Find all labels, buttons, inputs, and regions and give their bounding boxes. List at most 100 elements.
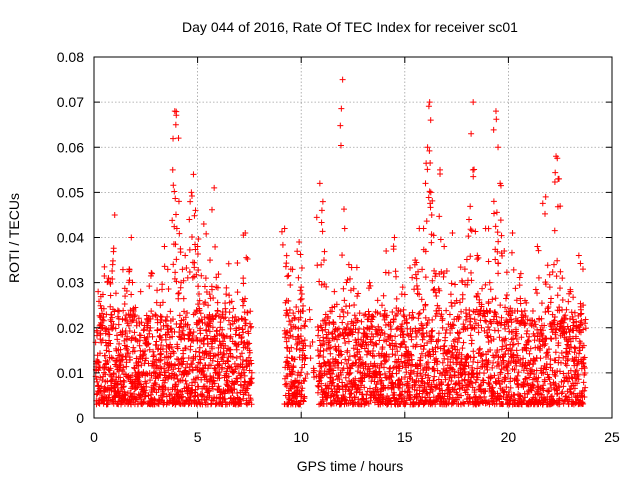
roti-point: [403, 369, 410, 376]
roti-point: [298, 338, 305, 345]
roti-point: [325, 339, 332, 346]
roti-point: [186, 246, 193, 253]
roti-point: [424, 320, 431, 327]
roti-point: [192, 348, 199, 355]
roti-point: [426, 99, 433, 106]
roti-point: [323, 320, 330, 327]
roti-point: [388, 374, 395, 381]
roti-point: [106, 331, 113, 338]
roti-point: [581, 387, 588, 394]
roti-point: [196, 353, 203, 360]
roti-point: [105, 275, 112, 282]
roti-point: [382, 269, 389, 276]
roti-point: [546, 388, 553, 395]
roti-point: [456, 299, 463, 306]
roti-point: [225, 358, 232, 365]
roti-point: [471, 324, 478, 331]
roti-point: [290, 310, 297, 317]
roti-point: [297, 287, 304, 294]
roti-point: [100, 389, 107, 395]
roti-point: [138, 362, 145, 369]
roti-point: [487, 347, 494, 354]
roti-point: [580, 379, 587, 386]
roti-point: [229, 314, 236, 321]
roti-point: [324, 315, 331, 322]
roti-point: [226, 309, 233, 316]
roti-point: [573, 367, 580, 374]
roti-point: [580, 342, 587, 349]
roti-point: [230, 369, 237, 376]
roti-point: [478, 352, 485, 359]
roti-point: [439, 315, 446, 322]
roti-point: [158, 351, 165, 358]
roti-point: [568, 374, 575, 381]
roti-point: [417, 362, 424, 369]
roti-point: [197, 325, 204, 332]
roti-point: [452, 281, 459, 288]
roti-point: [542, 193, 549, 200]
roti-point: [127, 389, 134, 396]
roti-point: [155, 375, 162, 382]
roti-point: [551, 314, 558, 321]
roti-point: [225, 317, 232, 324]
roti-point: [196, 317, 203, 324]
roti-point: [552, 169, 559, 176]
roti-point: [120, 364, 127, 371]
roti-point: [105, 326, 112, 333]
roti-point: [405, 348, 412, 355]
roti-point: [160, 390, 167, 397]
y-tick-label: 0.01: [57, 365, 84, 381]
roti-point: [302, 355, 309, 362]
roti-point: [329, 331, 336, 338]
roti-point: [321, 248, 328, 255]
roti-point: [284, 373, 291, 380]
roti-point: [389, 351, 396, 358]
roti-point: [246, 340, 253, 347]
roti-point: [416, 310, 423, 317]
roti-point: [319, 398, 326, 405]
roti-point: [360, 326, 367, 333]
roti-point: [137, 332, 144, 339]
roti-point: [99, 310, 106, 317]
roti-point: [513, 347, 520, 354]
roti-point: [248, 401, 255, 408]
roti-point: [467, 203, 474, 210]
roti-point: [421, 342, 428, 349]
roti-point: [361, 330, 368, 337]
roti-point: [212, 243, 219, 250]
roti-point: [414, 286, 421, 293]
roti-point: [491, 210, 498, 217]
roti-point: [492, 295, 499, 302]
roti-point: [121, 301, 128, 308]
roti-point: [115, 315, 122, 322]
roti-point: [234, 389, 241, 396]
roti-point: [539, 200, 546, 207]
roti-point: [97, 350, 104, 357]
roti-point: [494, 229, 501, 236]
roti-point: [130, 306, 137, 313]
roti-point: [198, 376, 205, 383]
roti-point: [406, 312, 413, 319]
roti-point: [458, 355, 465, 362]
roti-point: [492, 311, 499, 318]
roti-point: [542, 309, 549, 316]
roti-point: [338, 351, 345, 358]
roti-point: [512, 358, 519, 365]
roti-point: [339, 252, 346, 259]
roti-point: [165, 343, 172, 350]
roti-point: [426, 188, 433, 195]
roti-point: [344, 276, 351, 283]
roti-point: [207, 257, 214, 264]
roti-point: [570, 316, 577, 323]
roti-point: [176, 230, 183, 237]
roti-point: [550, 382, 557, 389]
roti-point: [196, 368, 203, 375]
roti-point: [315, 327, 322, 334]
roti-point: [112, 325, 119, 332]
roti-point: [347, 391, 354, 398]
roti-point: [240, 329, 247, 336]
roti-point: [556, 384, 563, 391]
roti-point: [339, 76, 346, 83]
roti-point: [433, 293, 440, 300]
roti-point: [320, 347, 327, 354]
